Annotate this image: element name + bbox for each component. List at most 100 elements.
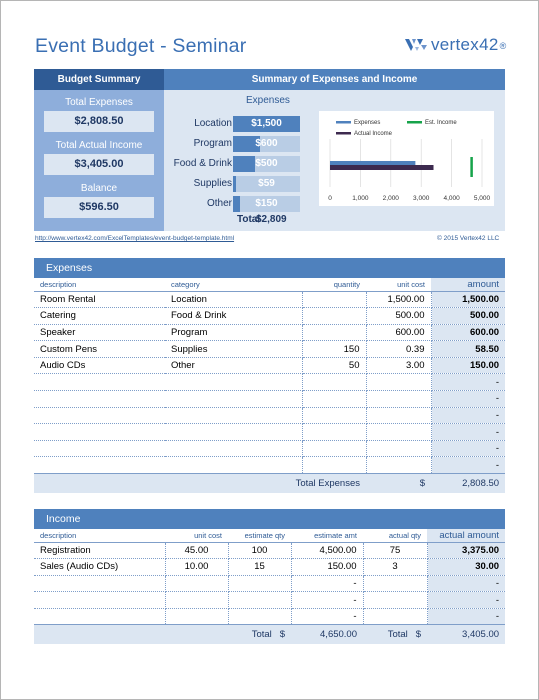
expense-unit-cost[interactable]: 3.00 [366,357,432,375]
income-row: Sales (Audio CDs) 10.00 15 150.00 3 30.00 [34,558,506,576]
expense-bar-row: Location $1,500 [164,114,304,134]
expense-description[interactable]: Audio CDs [34,357,165,375]
expense-description[interactable] [34,440,165,458]
expense-quantity[interactable]: 150 [302,340,367,358]
expense-description[interactable] [34,423,165,441]
income-actual-qty[interactable] [363,575,428,593]
expense-description[interactable]: Speaker [34,324,165,342]
expense-quantity[interactable] [302,423,367,441]
income-unit-cost[interactable] [165,575,229,593]
expense-category[interactable] [165,440,303,458]
income-description[interactable] [34,575,166,593]
income-estimate-qty[interactable] [228,591,292,609]
expense-category[interactable] [165,373,303,392]
income-description[interactable]: Sales (Audio CDs) [34,558,166,576]
income-estimate-qty[interactable] [228,608,292,626]
col-income-description: description [34,529,165,543]
expense-category[interactable] [165,407,303,425]
expense-description[interactable]: Custom Pens [34,340,165,358]
total-expenses-row-value: 2,808.50 [431,473,506,493]
expense-unit-cost[interactable] [366,390,432,408]
expense-category[interactable]: Location [165,291,303,309]
vertex42-wordmark: vertex42® [431,35,507,54]
act-total-label: Total $ [363,624,427,644]
expense-quantity[interactable] [302,456,367,475]
income-actual-qty[interactable] [363,591,428,609]
chart-bar-expenses [330,161,416,168]
expense-row: Room Rental Location 1,500.00 1,500.00 [34,291,506,309]
expense-unit-cost[interactable] [366,423,432,441]
expense-amount: - [431,423,506,441]
expense-quantity[interactable] [302,440,367,458]
income-rows: Registration 45.00 100 4,500.00 75 3,375.00 Sa… [34,542,506,626]
expense-bar-fill [233,156,255,172]
expense-category[interactable]: Food & Drink [165,307,303,325]
expense-amount: 1,500.00 [431,291,506,309]
expense-unit-cost[interactable] [366,456,432,475]
expense-quantity[interactable] [302,390,367,408]
expense-category[interactable] [165,423,303,441]
expense-category[interactable] [165,390,303,408]
chart-legend-swatch [336,132,351,135]
chart-legend-label: Expenses [354,120,380,126]
expense-quantity[interactable] [302,307,367,325]
total-expenses-currency: $ [366,473,431,493]
col-estimate-amt: estimate amt [291,529,363,543]
expense-quantity[interactable] [302,324,367,342]
budget-summary-box: Budget Summary Total Expenses $2,808.50 … [34,69,164,231]
expense-bar-track: $59 [233,176,300,192]
expense-category[interactable]: Supplies [165,340,303,358]
expense-description[interactable]: Room Rental [34,291,165,309]
expense-amount: 600.00 [431,324,506,342]
expense-unit-cost[interactable]: 500.00 [366,307,432,325]
expense-amount: 150.00 [431,357,506,375]
total-expenses-row-label: Total Expenses [34,473,366,493]
income-description[interactable] [34,591,166,609]
expense-description[interactable] [34,407,165,425]
income-estimate-qty[interactable]: 100 [228,542,292,560]
expense-quantity[interactable] [302,291,367,309]
income-estimate-amt: - [291,591,364,609]
income-actual-qty[interactable]: 3 [363,558,428,576]
expense-bar-track: $150 [233,196,300,212]
expense-unit-cost[interactable] [366,440,432,458]
expense-description[interactable] [34,456,165,475]
expense-description[interactable] [34,373,165,392]
expenses-column-header: description category quantity unit cost … [34,278,506,292]
income-description[interactable]: Registration [34,542,166,560]
income-unit-cost[interactable]: 10.00 [165,558,229,576]
template-link[interactable]: http://www.vertex42.com/ExcelTemplates/e… [35,235,235,242]
expense-quantity[interactable]: 50 [302,357,367,375]
balance-label: Balance [80,183,118,194]
income-actual-qty[interactable] [363,608,428,626]
expense-unit-cost[interactable] [366,373,432,392]
expense-description[interactable]: Catering [34,307,165,325]
income-unit-cost[interactable] [165,608,229,626]
expense-unit-cost[interactable]: 1,500.00 [366,291,432,309]
expense-bar-value: $500 [255,158,278,169]
income-description[interactable] [34,608,166,626]
expense-description[interactable] [34,390,165,408]
expense-category[interactable]: Program [165,324,303,342]
expense-unit-cost[interactable]: 0.39 [366,340,432,358]
income-unit-cost[interactable] [165,591,229,609]
expense-row: - [34,456,506,475]
balance-value: $596.50 [44,197,154,218]
expense-unit-cost[interactable] [366,407,432,425]
expense-quantity[interactable] [302,407,367,425]
income-actual-qty[interactable]: 75 [363,542,428,560]
expense-quantity[interactable] [302,373,367,392]
expense-unit-cost[interactable]: 600.00 [366,324,432,342]
expense-income-chart: 0 1,000 2,000 3,000 4,000 5,000 Expenses Est. I… [319,111,494,206]
income-estimate-qty[interactable]: 15 [228,558,292,576]
expense-amount: - [431,390,506,408]
total-actual-income-label: Total Actual Income [55,140,143,151]
income-estimate-qty[interactable] [228,575,292,593]
expense-row: - [34,440,506,458]
expense-category[interactable] [165,456,303,475]
income-unit-cost[interactable]: 45.00 [165,542,229,560]
expense-row: Catering Food & Drink 500.00 500.00 [34,307,506,325]
expense-category[interactable]: Other [165,357,303,375]
expense-amount: - [431,456,506,475]
income-actual-amount: 3,375.00 [427,542,506,560]
